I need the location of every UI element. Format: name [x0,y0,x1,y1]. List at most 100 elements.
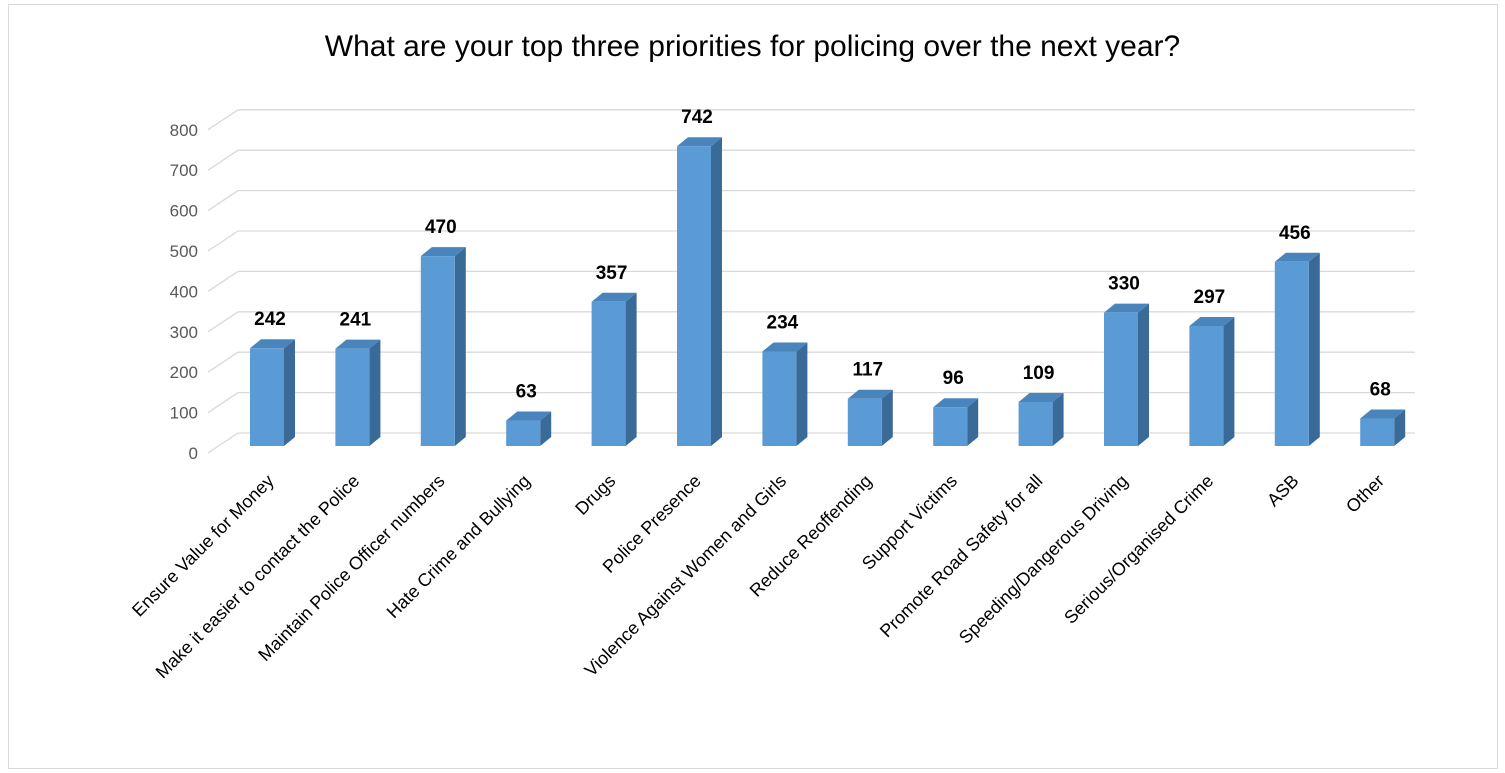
gridline-depth [207,149,239,171]
bar-top [591,292,637,302]
bar-front [1274,261,1309,446]
data-label: 234 [767,312,799,333]
data-label: 63 [516,382,537,403]
y-tick-label: 600 [170,202,198,221]
data-label: 297 [1194,287,1226,308]
bar-top [1360,409,1406,419]
bar [762,342,808,446]
data-label: 456 [1279,223,1311,244]
bar-top [1104,303,1149,313]
category-label: Speeding/Dangerous Driving [955,471,1132,648]
y-tick-label: 700 [170,161,198,180]
bar-side [1138,303,1149,446]
bar-side [1394,409,1406,446]
bar-top [506,411,552,421]
category-label: Drugs [571,471,619,519]
bar [933,398,979,446]
gridline-depth [207,190,239,212]
bar [1018,392,1064,446]
gridline-depth [207,351,239,373]
bar-front [335,348,370,446]
data-label: 742 [681,107,713,128]
bar-side [967,398,979,446]
bar-top [933,398,979,408]
bar-top [250,339,295,349]
data-label: 117 [852,360,883,381]
data-label: 357 [596,263,628,284]
bar [250,339,295,446]
data-label: 470 [425,217,457,238]
bar [335,339,381,446]
bar-front [933,407,968,446]
y-tick-label: 300 [170,323,198,342]
bar-top [677,137,722,147]
bar [506,411,552,446]
bar-side [369,339,381,446]
bar-side [540,411,552,446]
category-label: Serious/Organised Crime [1060,471,1217,628]
category-label: Maintain Police Officer numbers [254,471,448,665]
gridline-depth [207,392,239,414]
bar [1104,303,1149,446]
bar [1360,409,1406,446]
chart-title: What are your top three priorities for p… [324,30,1181,63]
bar-front [847,398,882,446]
y-tick-label: 0 [189,444,198,463]
bar-layer [250,137,1406,446]
gridline-depth [207,270,239,292]
bar [591,292,637,446]
data-label: 330 [1108,274,1140,295]
bar-front [420,256,455,446]
bar-top [847,389,893,399]
y-tick-label: 800 [170,121,198,140]
data-label: 68 [1370,380,1391,401]
bar-front [762,351,797,446]
bar [420,247,466,446]
data-label-layer: 242 241 470 63 357 742 234 117 96 109 330 297 456 68 [254,107,1391,402]
bar-side [454,247,466,446]
y-tick-label: 200 [170,363,198,382]
bar-top [420,247,466,257]
data-label: 96 [943,368,964,389]
category-label: ASB [1263,471,1303,511]
gridline-depth [207,230,239,252]
category-label: Promote Road Safety for all [876,471,1046,641]
bar-front [591,301,626,446]
bar-side [796,342,808,446]
bar-side [1223,317,1235,446]
bar-front [1018,401,1053,446]
bar-side [881,389,893,446]
bar-top [335,339,381,349]
bar-side [625,292,637,446]
data-label: 242 [254,309,286,330]
bar-front [1360,418,1395,446]
y-axis-ticks: 0 100 200 300 400 500 600 700 800 [170,121,198,463]
bar-front [250,348,284,446]
y-tick-label: 500 [170,242,198,261]
gridline-depth [207,311,239,333]
bar-side [711,137,722,446]
category-label: Ensure Value for Money [128,471,278,621]
bar-front [1104,312,1138,446]
bar-top [1274,252,1320,262]
gridline-depth [207,432,239,454]
bar-side [1052,392,1064,446]
bar-top [1018,392,1064,402]
bar-front [506,420,541,446]
bar-side [1308,252,1320,446]
data-label: 241 [340,310,372,331]
bar-top [1189,317,1235,327]
bar-front [677,146,711,446]
bar-top [762,342,808,352]
y-tick-label: 100 [170,404,198,423]
data-label: 109 [1023,363,1055,384]
gridline-depth [207,109,239,131]
bar [1274,252,1320,446]
category-label: Hate Crime and Bullying [383,471,534,622]
bar [847,389,893,446]
category-label: Other [1342,471,1388,517]
bar-side [284,339,295,446]
y-tick-label: 400 [170,282,198,301]
